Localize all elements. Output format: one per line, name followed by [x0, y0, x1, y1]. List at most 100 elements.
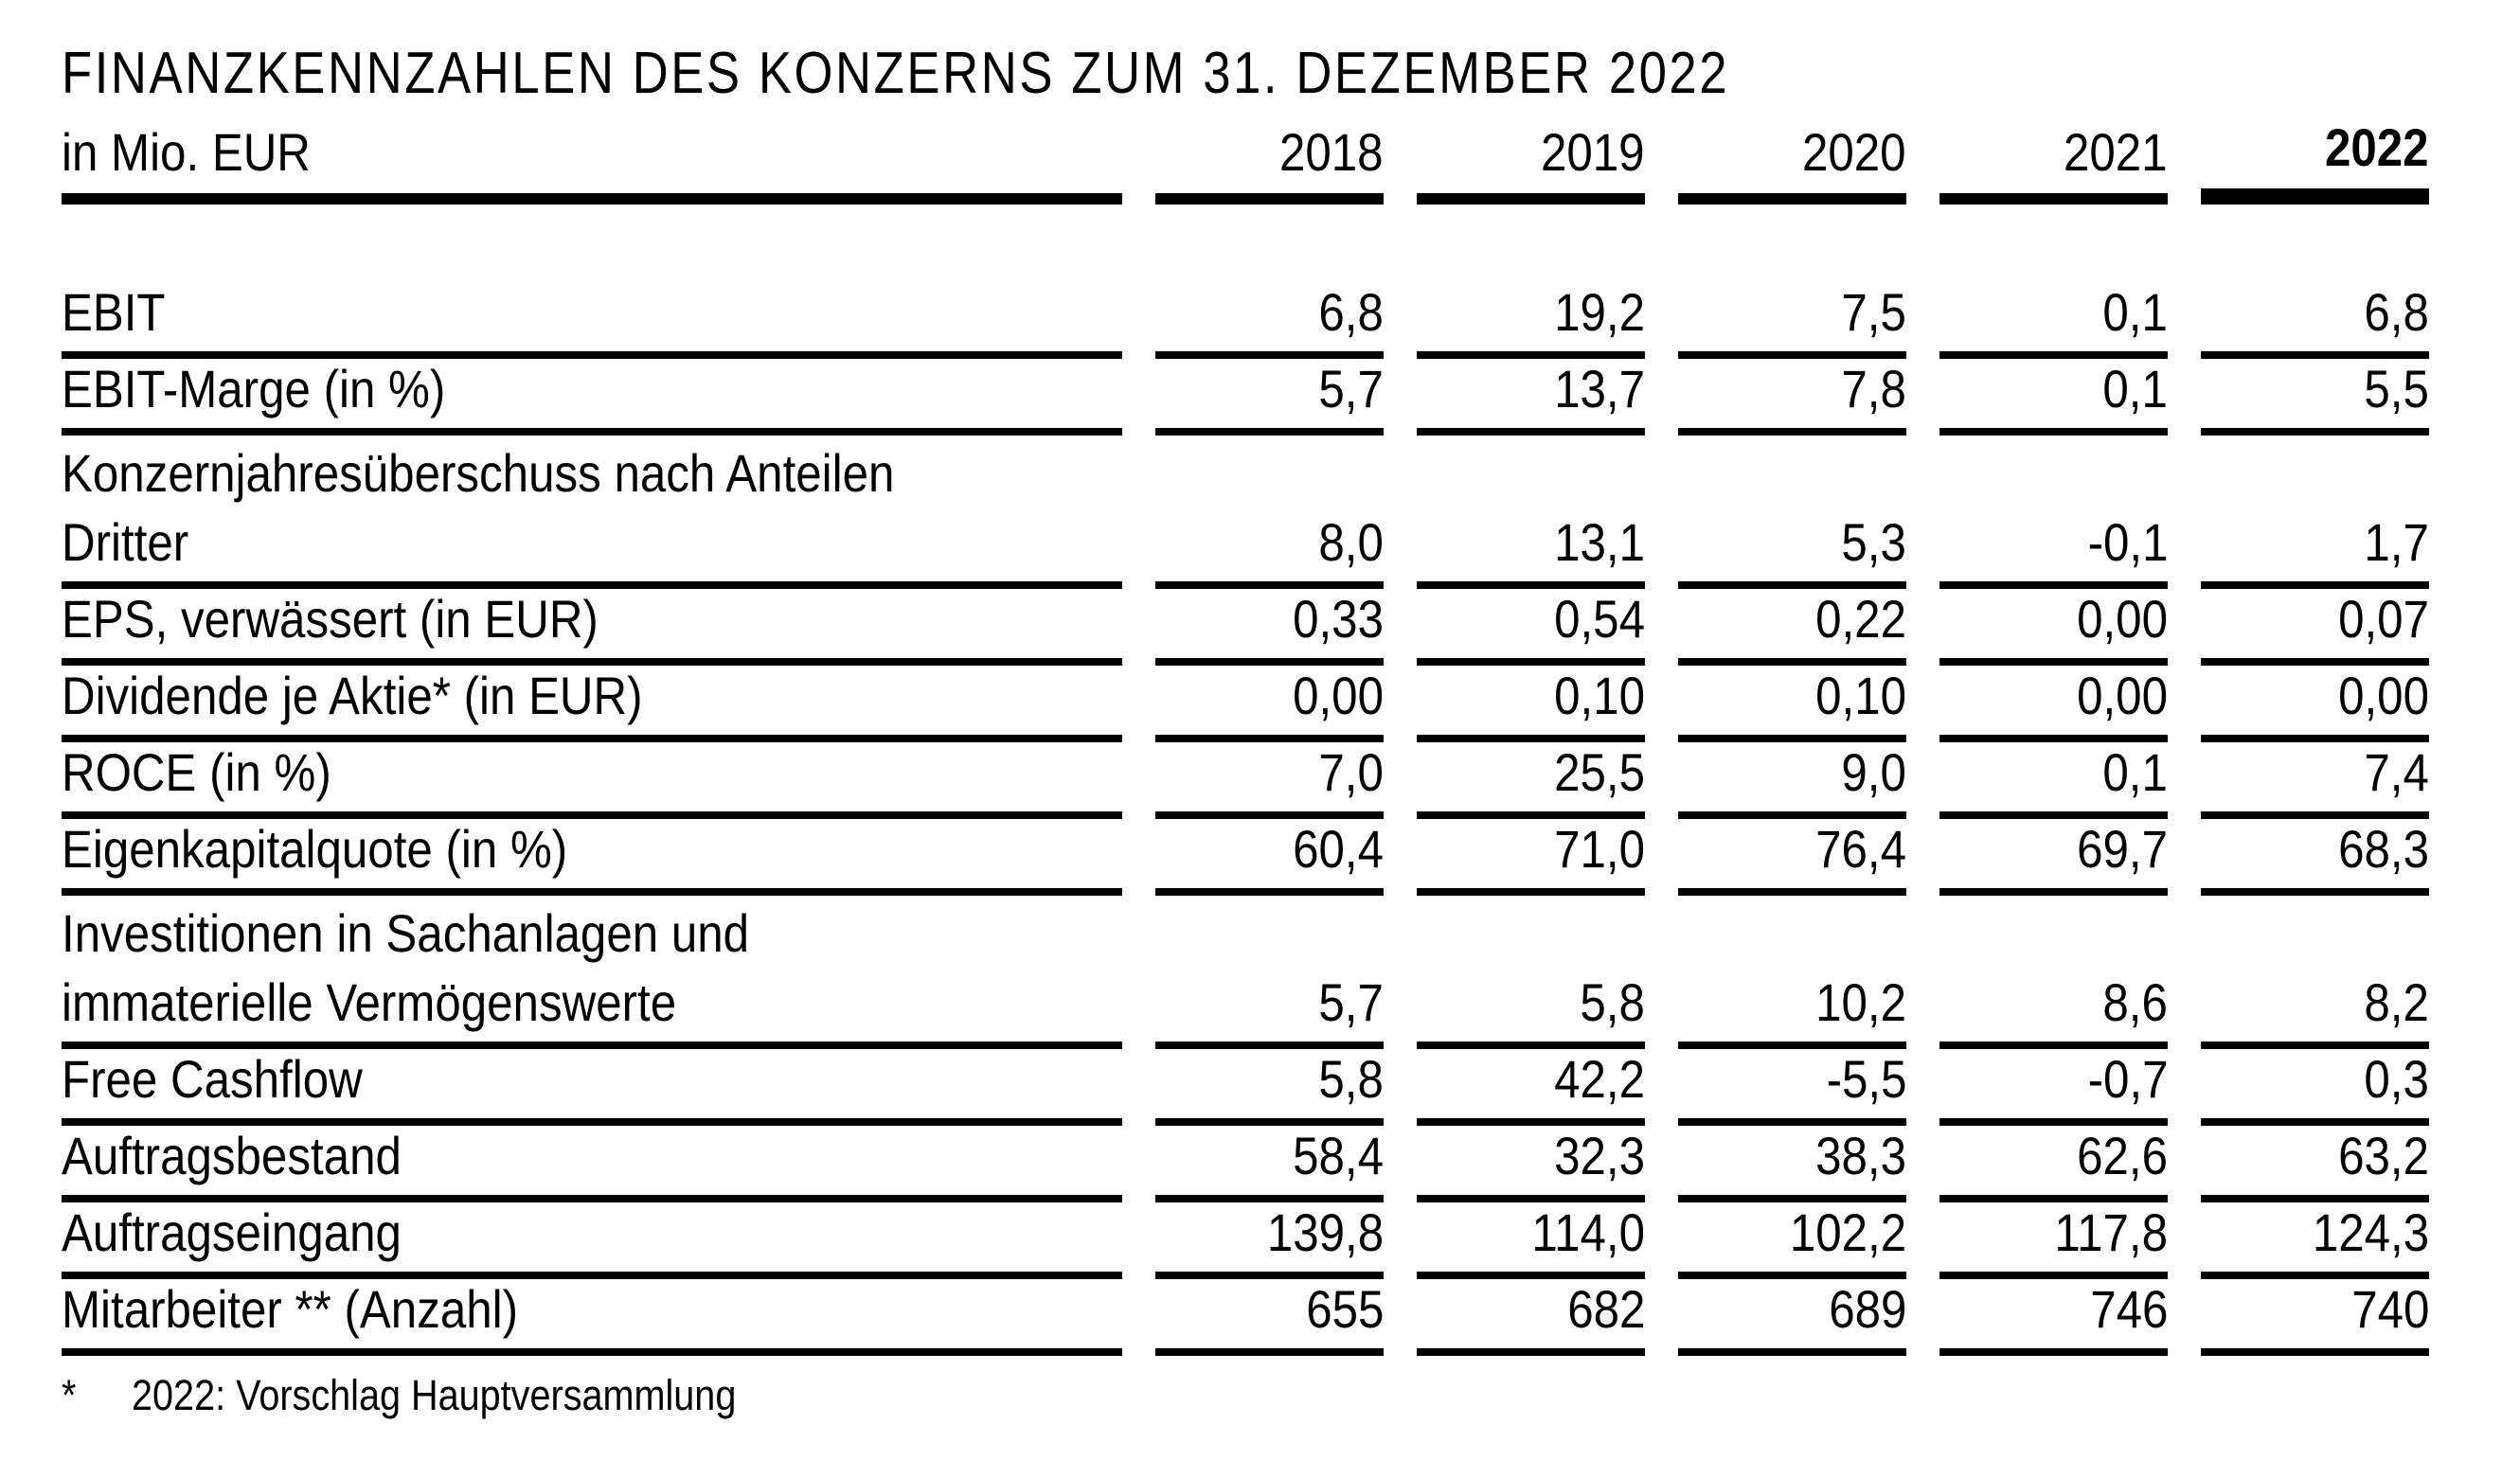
table-row-ebit: EBIT 6,8 19,2 7,5 0,1 6,8 — [62, 282, 2433, 360]
table-row-konzernjahresueberschuss-line2: Dritter 8,0 13,1 5,3 -0,1 1,7 — [62, 512, 2433, 590]
row-value-cell: 1,7 — [2201, 512, 2429, 590]
row-value-cell: 5,5 — [2201, 359, 2429, 436]
row-value-cell: 0,54 — [1417, 589, 1645, 667]
table-row-investitionen-line2: immaterielle Vermögenswerte 5,7 5,8 10,2… — [62, 972, 2433, 1050]
unit-label-cell: in Mio. EUR — [62, 106, 1122, 205]
row-value-cell: 42,2 — [1417, 1049, 1645, 1127]
table-row-eps: EPS, verwässert (in EUR) 0,33 0,54 0,22 … — [62, 589, 2433, 667]
row-label-cell: EBIT-Marge (in %) — [62, 359, 1122, 436]
row-value-cell: 5,7 — [1155, 359, 1384, 436]
table-header-row: in Mio. EUR 2018 2019 2020 2021 2022 — [62, 106, 2433, 205]
row-label-cell: immaterielle Vermögenswerte — [62, 972, 1122, 1050]
row-value-cell: 0,07 — [2201, 589, 2429, 667]
row-label: Investitionen in Sachanlagen und — [62, 903, 750, 964]
row-value-cell: 0,00 — [1939, 666, 2168, 743]
row-value-cell: 68,3 — [2201, 819, 2429, 897]
row-value-cell: 740 — [2201, 1279, 2429, 1357]
row-label: Konzernjahresüberschuss nach Anteilen — [62, 443, 895, 504]
row-label-cell: Free Cashflow — [62, 1049, 1122, 1127]
row-value-cell: 746 — [1939, 1279, 2168, 1357]
row-value-cell: 63,2 — [2201, 1126, 2429, 1203]
row-label: Free Cashflow — [62, 1049, 363, 1110]
row-value-cell: 5,8 — [1155, 1049, 1384, 1127]
row-value-cell: 5,8 — [1417, 972, 1645, 1050]
row-label: Auftragseingang — [62, 1202, 402, 1263]
table-row-dividende: Dividende je Aktie* (in EUR) 0,00 0,10 0… — [62, 666, 2433, 743]
row-value-cell: 0,1 — [1939, 282, 2168, 360]
footnote-marker: * — [62, 1371, 77, 1420]
table-row-auftragsbestand: Auftragsbestand 58,4 32,3 38,3 62,6 63,2 — [62, 1126, 2433, 1203]
row-value-cell: 0,1 — [1939, 742, 2168, 820]
row-value-cell: 124,3 — [2201, 1202, 2429, 1280]
row-value-cell: 7,4 — [2201, 742, 2429, 820]
row-value-cell: 9,0 — [1678, 742, 1906, 820]
row-value-cell: 5,7 — [1155, 972, 1384, 1050]
row-value-cell: -5,5 — [1678, 1049, 1906, 1127]
row-value-cell: 0,10 — [1678, 666, 1906, 743]
row-label-cell: Auftragseingang — [62, 1202, 1122, 1280]
row-label: Mitarbeiter ** (Anzahl) — [62, 1279, 519, 1340]
row-value-cell: 689 — [1678, 1279, 1906, 1357]
row-value-cell: 32,3 — [1417, 1126, 1645, 1203]
row-value-cell: 0,22 — [1678, 589, 1906, 667]
row-value-cell: 58,4 — [1155, 1126, 1384, 1203]
year-header-2018: 2018 — [1155, 106, 1384, 205]
table-row-konzernjahresueberschuss-line1: Konzernjahresüberschuss nach Anteilen — [62, 436, 2433, 512]
row-value-cell: 655 — [1155, 1279, 1384, 1357]
row-value-cell: 69,7 — [1939, 819, 2168, 897]
row-value-cell: 139,8 — [1155, 1202, 1384, 1280]
table-row-investitionen-line1: Investitionen in Sachanlagen und — [62, 896, 2433, 972]
row-value-cell: 60,4 — [1155, 819, 1384, 897]
row-value-cell: 682 — [1417, 1279, 1645, 1357]
year-header-2021: 2021 — [1939, 106, 2168, 205]
row-value-cell: 0,10 — [1417, 666, 1645, 743]
row-value-cell: 62,6 — [1939, 1126, 2168, 1203]
year-header-2019: 2019 — [1417, 106, 1645, 205]
row-label: EPS, verwässert (in EUR) — [62, 589, 599, 650]
row-label-cell: Mitarbeiter ** (Anzahl) — [62, 1279, 1122, 1357]
table-row-ebit-marge: EBIT-Marge (in %) 5,7 13,7 7,8 0,1 5,5 — [62, 359, 2433, 436]
row-value-cell: 0,00 — [2201, 666, 2429, 743]
row-label-cell: Eigenkapitalquote (in %) — [62, 819, 1122, 897]
row-label: Auftragsbestand — [62, 1126, 402, 1186]
row-label: Eigenkapitalquote (in %) — [62, 819, 568, 880]
row-value-cell: 13,7 — [1417, 359, 1645, 436]
footnote-text: 2022: Vorschlag Hauptversammlung — [132, 1371, 737, 1420]
row-value-cell: 114,0 — [1417, 1202, 1645, 1280]
table-row-auftragseingang: Auftragseingang 139,8 114,0 102,2 117,8 … — [62, 1202, 2433, 1280]
row-value-cell: 8,6 — [1939, 972, 2168, 1050]
row-value-cell: 71,0 — [1417, 819, 1645, 897]
row-value-cell: 5,3 — [1678, 512, 1906, 590]
row-value-cell: -0,7 — [1939, 1049, 2168, 1127]
row-value-cell: 8,2 — [2201, 972, 2429, 1050]
row-value-cell: 76,4 — [1678, 819, 1906, 897]
row-value-cell: 7,8 — [1678, 359, 1906, 436]
row-label: Dividende je Aktie* (in EUR) — [62, 666, 643, 726]
row-value-cell: 7,5 — [1678, 282, 1906, 360]
row-value-cell: 6,8 — [2201, 282, 2429, 360]
year-header-2020: 2020 — [1678, 106, 1906, 205]
page-title-text: FINANZKENNZAHLEN DES KONZERNS ZUM 31. DE… — [62, 41, 1730, 106]
page-title: FINANZKENNZAHLEN DES KONZERNS ZUM 31. DE… — [62, 41, 2433, 106]
row-value-cell: 25,5 — [1417, 742, 1645, 820]
row-label-cell: Auftragsbestand — [62, 1126, 1122, 1203]
row-label: Dritter — [62, 512, 189, 573]
row-label-cell: ROCE (in %) — [62, 742, 1122, 820]
row-label: EBIT-Marge (in %) — [62, 359, 446, 419]
row-label: ROCE (in %) — [62, 742, 331, 803]
row-value-cell: 0,00 — [1939, 589, 2168, 667]
row-label-cell: Investitionen in Sachanlagen und — [62, 896, 2429, 972]
footnote: * 2022: Vorschlag Hauptversammlung — [62, 1371, 2433, 1420]
row-value-cell: -0,1 — [1939, 512, 2168, 590]
row-label: EBIT — [62, 282, 166, 343]
row-value-cell: 6,8 — [1155, 282, 1384, 360]
row-value-cell: 0,3 — [2201, 1049, 2429, 1127]
row-value-cell: 7,0 — [1155, 742, 1384, 820]
table-row-eigenkapitalquote: Eigenkapitalquote (in %) 60,4 71,0 76,4 … — [62, 819, 2433, 897]
row-value-cell: 0,1 — [1939, 359, 2168, 436]
row-value-cell: 8,0 — [1155, 512, 1384, 590]
row-value-cell: 102,2 — [1678, 1202, 1906, 1280]
row-label-cell: Dividende je Aktie* (in EUR) — [62, 666, 1122, 743]
row-label-cell: Dritter — [62, 512, 1122, 590]
